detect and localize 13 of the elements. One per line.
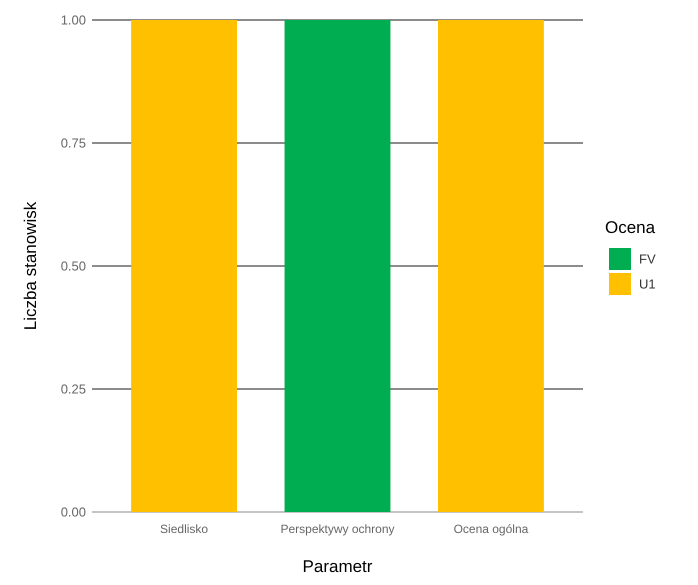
y-tick-label: 0.00 <box>60 504 86 520</box>
x-tick-label: Perspektywy ochrony <box>280 522 395 536</box>
y-axis-title: Liczba stanowisk <box>21 201 40 330</box>
y-tick-label: 0.75 <box>60 136 86 151</box>
x-axis-title: Parametr <box>302 557 373 576</box>
x-tick-label: Ocena ogólna <box>454 522 529 536</box>
y-tick-label: 0.50 <box>60 258 86 274</box>
x-tick-label: Siedlisko <box>160 522 208 536</box>
y-tick-label: 0.25 <box>60 382 86 397</box>
legend-label: U1 <box>639 276 656 292</box>
legend-title: Ocena <box>605 218 656 237</box>
legend-label: FV <box>639 252 656 267</box>
y-tick-label: 1.00 <box>60 12 86 28</box>
